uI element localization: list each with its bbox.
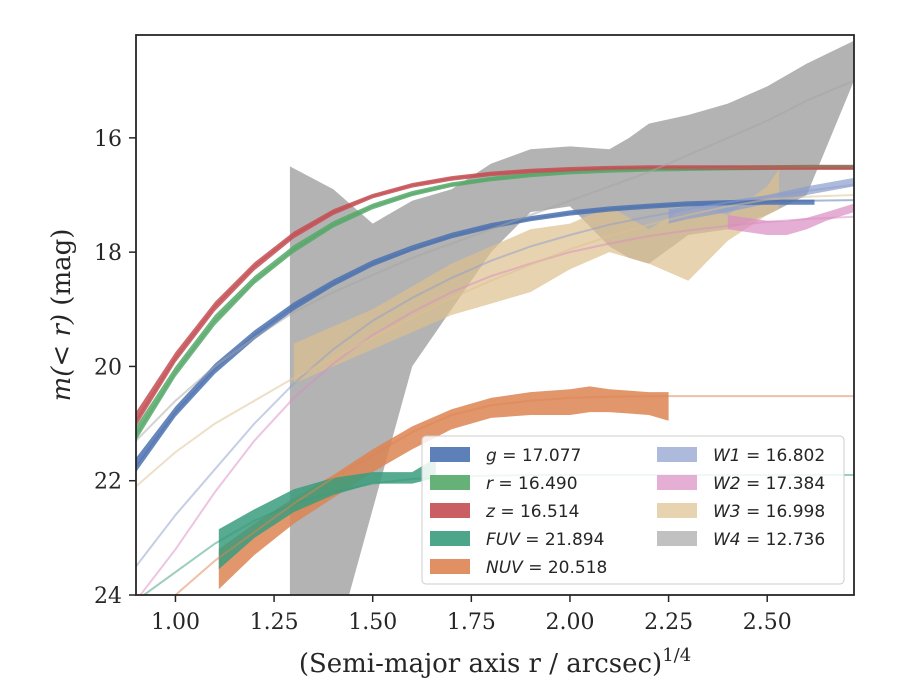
band-r <box>136 164 854 441</box>
model-curve-w2 <box>139 215 854 595</box>
legend-entry-r: r = 16.490 <box>430 474 578 494</box>
x-tick-label: 2.50 <box>743 610 792 635</box>
y-tick-label: 18 <box>94 241 122 266</box>
y-tick-label: 16 <box>94 127 122 152</box>
x-tick-label: 1.25 <box>250 610 299 635</box>
legend-label-r: r = 16.490 <box>486 474 578 494</box>
legend-label-w3: W3 = 16.998 <box>713 502 825 522</box>
legend-swatch-g <box>430 447 470 462</box>
y-tick-label: 20 <box>94 355 122 380</box>
legend-label-w2: W2 = 17.384 <box>713 474 825 494</box>
band-nuv <box>218 386 669 590</box>
plot-frame <box>135 34 855 596</box>
model-curve-w4 <box>136 79 854 442</box>
model-curve-w1 <box>136 183 854 568</box>
legend-label-w4: W4 = 12.736 <box>713 530 825 550</box>
model-curves <box>136 79 854 595</box>
legend-entry-w1: W1 = 16.802 <box>657 446 825 466</box>
legend-swatch-z <box>430 503 470 518</box>
x-axis-label: (Semi-major axis r / arcsec)1/4 <box>299 645 691 679</box>
legend-swatch-fuv <box>430 531 470 546</box>
legend-label-fuv: FUV = 21.894 <box>486 530 604 550</box>
legend-entry-z: z = 16.514 <box>430 502 579 522</box>
y-axis-ticks: 16 18 20 22 24 <box>94 127 136 609</box>
x-tick-label: 2.00 <box>545 610 594 635</box>
legend-swatch-w3 <box>657 503 697 518</box>
x-tick-label: 2.25 <box>644 610 693 635</box>
legend-entry-nuv: NUV = 20.518 <box>430 558 607 578</box>
band-w3 <box>293 169 779 384</box>
model-curve-z <box>136 166 854 422</box>
legend: g = 17.077 r = 16.490 z = 16.514 FUV = 21.8… <box>421 435 845 585</box>
band-w2 <box>727 203 854 235</box>
legend-entry-w2: W2 = 17.384 <box>657 474 825 494</box>
legend-entry-g: g = 17.077 <box>430 446 581 466</box>
legend-swatch-w4 <box>657 531 697 546</box>
legend-frame <box>421 435 845 585</box>
y-tick-label: 24 <box>94 584 122 609</box>
x-tick-label: 1.75 <box>447 610 496 635</box>
x-tick-label: 1.00 <box>151 610 200 635</box>
legend-label-g: g = 17.077 <box>486 446 581 466</box>
model-curve-nuv <box>173 395 854 595</box>
legend-entry-w3: W3 = 16.998 <box>657 502 825 522</box>
y-axis-label: m(< r) (mag) <box>47 229 77 402</box>
x-axis-label-exponent: 1/4 <box>662 645 691 666</box>
legend-entry-w4: W4 = 12.736 <box>657 530 825 550</box>
legend-swatch-w2 <box>657 475 697 490</box>
band-w4 <box>289 40 854 595</box>
x-axis-ticks: 1.00 1.25 1.50 1.75 2.00 2.25 2.50 <box>151 595 792 635</box>
x-tick-label: 1.50 <box>348 610 397 635</box>
legend-swatch-w1 <box>657 447 697 462</box>
legend-swatch-r <box>430 475 470 490</box>
legend-entry-fuv: FUV = 21.894 <box>430 530 604 550</box>
legend-swatch-nuv <box>430 559 470 574</box>
legend-label-nuv: NUV = 20.518 <box>486 558 607 578</box>
band-fuv <box>218 457 436 570</box>
legend-label-w1: W1 = 16.802 <box>713 446 825 466</box>
legend-label-z: z = 16.514 <box>485 502 579 522</box>
model-curve-w3 <box>136 194 854 488</box>
y-tick-label: 22 <box>94 470 122 495</box>
